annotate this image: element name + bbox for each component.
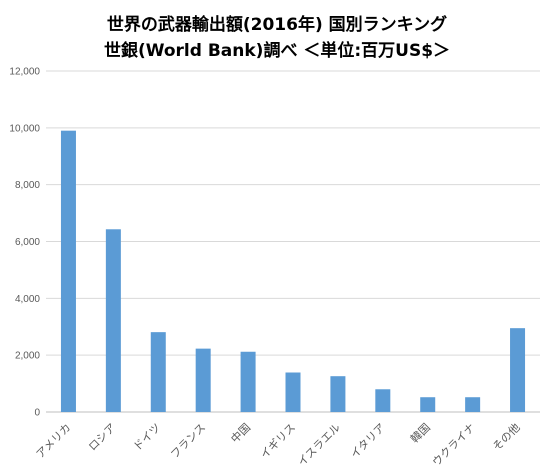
- y-tick-label: 12,000: [9, 67, 40, 78]
- x-tick-label: イスラエル: [295, 421, 343, 469]
- x-tick-label: イギリス: [258, 421, 298, 461]
- x-tick-label: イタリア: [348, 421, 388, 461]
- x-tick-label: その他: [490, 421, 523, 454]
- chart-title: 世界の武器輸出額(2016年) 国別ランキング: [106, 15, 448, 35]
- y-tick-label: 2,000: [15, 351, 40, 362]
- y-tick-label: 10,000: [9, 123, 40, 134]
- y-tick-label: 8,000: [15, 180, 40, 191]
- bar: [240, 351, 256, 412]
- bar: [375, 389, 391, 412]
- bar: [195, 348, 211, 412]
- bar: [420, 397, 436, 412]
- bar: [150, 332, 166, 412]
- x-tick-label: ウクライナ: [430, 421, 478, 469]
- bar: [465, 397, 481, 412]
- x-tick-label: 韓国: [408, 421, 433, 446]
- bar: [285, 372, 301, 412]
- x-tick-label: アメリカ: [34, 421, 74, 461]
- x-tick-label: ロシア: [86, 421, 119, 454]
- bar: [510, 328, 526, 412]
- y-tick-label: 4,000: [15, 294, 40, 305]
- bar: [330, 376, 346, 412]
- bar: [60, 130, 76, 413]
- x-tick-label: フランス: [168, 421, 208, 461]
- x-tick-label: 中国: [228, 421, 253, 446]
- bar: [105, 229, 121, 412]
- y-tick-label: 0: [34, 408, 40, 419]
- y-tick-label: 6,000: [15, 237, 40, 248]
- chart-subtitle: 世銀(World Bank)調べ ＜単位:百万US$＞: [103, 41, 451, 61]
- x-tick-label: ドイツ: [131, 421, 164, 454]
